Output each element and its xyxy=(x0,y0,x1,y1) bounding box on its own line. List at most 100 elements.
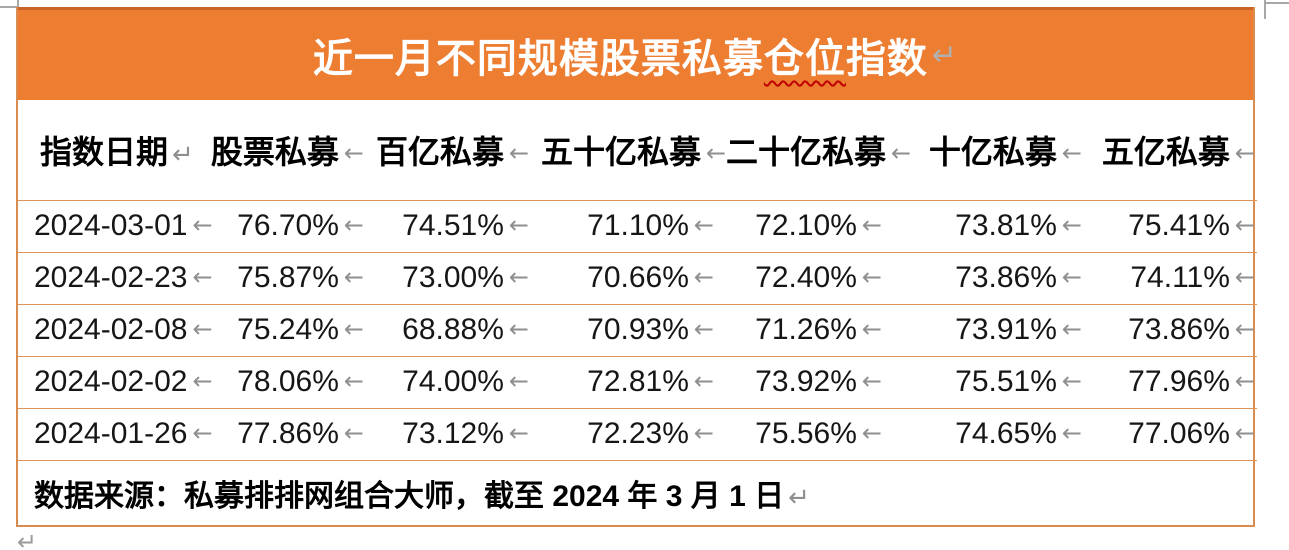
table-cell-date[interactable]: 2024-02-23 ← xyxy=(18,251,213,304)
cell-end-mark-icon: ← xyxy=(343,263,364,291)
position-index-table: 近一月不同规模股票私募 仓位 指数 ↵ 指数日期 ↵ 股票私募 ← 百亿私募 ← 五十亿私募… xyxy=(16,7,1257,527)
cell-value: 75.24% xyxy=(237,313,339,346)
cell-value: 77.86% xyxy=(237,417,339,450)
table-row: 2024-02-08 ← 75.24% ← 68.88% ← 70.93% ← 71.2… xyxy=(18,303,1257,356)
table-cell[interactable]: 73.86% ← xyxy=(1094,303,1257,356)
table-cell[interactable]: 73.81% ← xyxy=(894,199,1094,252)
table-cell[interactable]: 70.66% ← xyxy=(541,251,726,304)
table-cell[interactable]: 75.56% ← xyxy=(726,407,894,460)
cell-end-mark-icon: ← xyxy=(1061,419,1082,447)
cell-value: 73.81% xyxy=(955,209,1057,242)
crop-mark-top-right-icon xyxy=(1264,0,1289,19)
column-header-10b[interactable]: 百亿私募 ← xyxy=(376,100,541,200)
cell-end-mark-icon: ← xyxy=(891,138,912,167)
column-header-5b[interactable]: 五十亿私募 ← xyxy=(541,100,726,200)
cell-end-mark-icon: ← xyxy=(1061,138,1082,167)
table-cell[interactable]: 75.51% ← xyxy=(894,355,1094,408)
column-header-label: 二十亿私募 xyxy=(726,133,887,170)
cell-end-mark-icon: ← xyxy=(861,211,882,239)
column-header-stock[interactable]: 股票私募 ← xyxy=(208,100,376,200)
table-row: 2024-02-23 ← 75.87% ← 73.00% ← 70.66% ← 72.4… xyxy=(18,251,1257,304)
cell-value: 68.88% xyxy=(402,313,504,346)
cell-value: 75.51% xyxy=(955,365,1057,398)
cell-end-mark-icon: ← xyxy=(861,315,882,343)
table-cell[interactable]: 77.06% ← xyxy=(1094,407,1257,460)
cell-value: 71.26% xyxy=(755,313,857,346)
table-cell[interactable]: 72.81% ← xyxy=(541,355,726,408)
table-cell[interactable]: 76.70% ← xyxy=(208,199,376,252)
cell-value: 74.11% xyxy=(1130,261,1230,294)
table-cell[interactable]: 74.11% ← xyxy=(1094,251,1257,304)
table-cell-date[interactable]: 2024-03-01 ← xyxy=(18,199,213,252)
table-cell[interactable]: 73.00% ← xyxy=(376,251,541,304)
cell-value: 72.81% xyxy=(587,365,689,398)
return-mark-icon: ↵ xyxy=(788,482,810,513)
cell-end-mark-icon: ← xyxy=(343,211,364,239)
header-row: 指数日期 ↵ 股票私募 ← 百亿私募 ← 五十亿私募 ← 二十亿私募 ← 十亿私募 ← 五亿… xyxy=(18,100,1257,200)
cell-end-mark-icon: ← xyxy=(192,419,213,447)
cell-end-mark-icon: ← xyxy=(1234,211,1255,239)
column-header-date[interactable]: 指数日期 ↵ xyxy=(18,100,208,200)
table-cell-date[interactable]: 2024-01-26 ← xyxy=(18,407,213,460)
column-header-2b[interactable]: 二十亿私募 ← xyxy=(726,100,911,200)
cell-value: 77.96% xyxy=(1128,365,1230,398)
table-cell[interactable]: 78.06% ← xyxy=(208,355,376,408)
table-cell[interactable]: 73.91% ← xyxy=(894,303,1094,356)
cell-end-mark-icon: ← xyxy=(1234,263,1255,291)
cell-end-mark-icon: ← xyxy=(508,211,529,239)
column-header-label: 百亿私募 xyxy=(376,133,505,170)
table-cell[interactable]: 77.86% ← xyxy=(208,407,376,460)
table-cell[interactable]: 75.24% ← xyxy=(208,303,376,356)
cell-end-mark-icon: ← xyxy=(508,367,529,395)
table-cell[interactable]: 72.23% ← xyxy=(541,407,726,460)
column-header-1b[interactable]: 十亿私募 ← xyxy=(894,100,1094,200)
table-cell[interactable]: 70.93% ← xyxy=(541,303,726,356)
cell-end-mark-icon: ← xyxy=(1234,138,1255,167)
table-row: 2024-01-26 ← 77.86% ← 73.12% ← 72.23% ← 75.5… xyxy=(18,407,1257,460)
column-header-500m[interactable]: 五亿私募 ← xyxy=(1094,100,1257,200)
cell-end-mark-icon: ← xyxy=(706,138,727,167)
cell-end-mark-icon: ← xyxy=(192,315,213,343)
page-title-squiggle-word: 仓位 xyxy=(763,37,846,81)
table-cell[interactable]: 72.40% ← xyxy=(726,251,894,304)
table-cell[interactable]: 74.51% ← xyxy=(376,199,541,252)
table-cell[interactable]: 71.26% ← xyxy=(726,303,894,356)
table-cell[interactable]: 73.92% ← xyxy=(726,355,894,408)
cell-value: 2024-02-23 xyxy=(34,261,188,294)
table-cell[interactable]: 71.10% ← xyxy=(541,199,726,252)
table-row: 2024-03-01 ← 76.70% ← 74.51% ← 71.10% ← 72.1… xyxy=(18,199,1257,252)
cell-end-mark-icon: ← xyxy=(192,211,213,239)
cell-value: 70.93% xyxy=(587,313,689,346)
table-cell[interactable]: 75.87% ← xyxy=(208,251,376,304)
cell-value: 78.06% xyxy=(237,365,339,398)
table-cell[interactable]: 77.96% ← xyxy=(1094,355,1257,408)
column-header-label: 五亿私募 xyxy=(1101,133,1230,170)
cell-end-mark-icon: ← xyxy=(1234,315,1255,343)
cell-value: 75.87% xyxy=(237,261,339,294)
cell-end-mark-icon: ← xyxy=(861,419,882,447)
cell-value: 71.10% xyxy=(587,209,689,242)
table-cell-date[interactable]: 2024-02-02 ← xyxy=(18,355,213,408)
cell-end-mark-icon: ← xyxy=(192,367,213,395)
cell-value: 2024-03-01 xyxy=(34,209,188,242)
table-cell[interactable]: 72.10% ← xyxy=(726,199,894,252)
table-title-bar[interactable]: 近一月不同规模股票私募 仓位 指数 ↵ xyxy=(18,7,1253,100)
table-cell[interactable]: 73.12% ← xyxy=(376,407,541,460)
table-cell[interactable]: 74.00% ← xyxy=(376,355,541,408)
table-cell[interactable]: 75.41% ← xyxy=(1094,199,1257,252)
cell-value: 2024-02-02 xyxy=(34,365,188,398)
data-source-cell[interactable]: 数据来源：私募排排网组合大师，截至 2024 年 3 月 1 日 ↵ xyxy=(18,459,1257,525)
cell-end-mark-icon: ← xyxy=(343,315,364,343)
table-cell[interactable]: 73.86% ← xyxy=(894,251,1094,304)
table-cell[interactable]: 74.65% ← xyxy=(894,407,1094,460)
table-cell[interactable]: 68.88% ← xyxy=(376,303,541,356)
cell-end-mark-icon: ← xyxy=(1234,367,1255,395)
cell-value: 77.06% xyxy=(1128,417,1230,450)
cell-end-mark-icon: ← xyxy=(693,315,714,343)
cell-end-mark-icon: ← xyxy=(508,419,529,447)
cell-value: 75.56% xyxy=(755,417,857,450)
cell-value: 2024-02-08 xyxy=(34,313,188,346)
return-mark-icon: ↵ xyxy=(172,139,194,170)
table-cell-date[interactable]: 2024-02-08 ← xyxy=(18,303,213,356)
return-mark-icon: ↵ xyxy=(17,528,38,550)
